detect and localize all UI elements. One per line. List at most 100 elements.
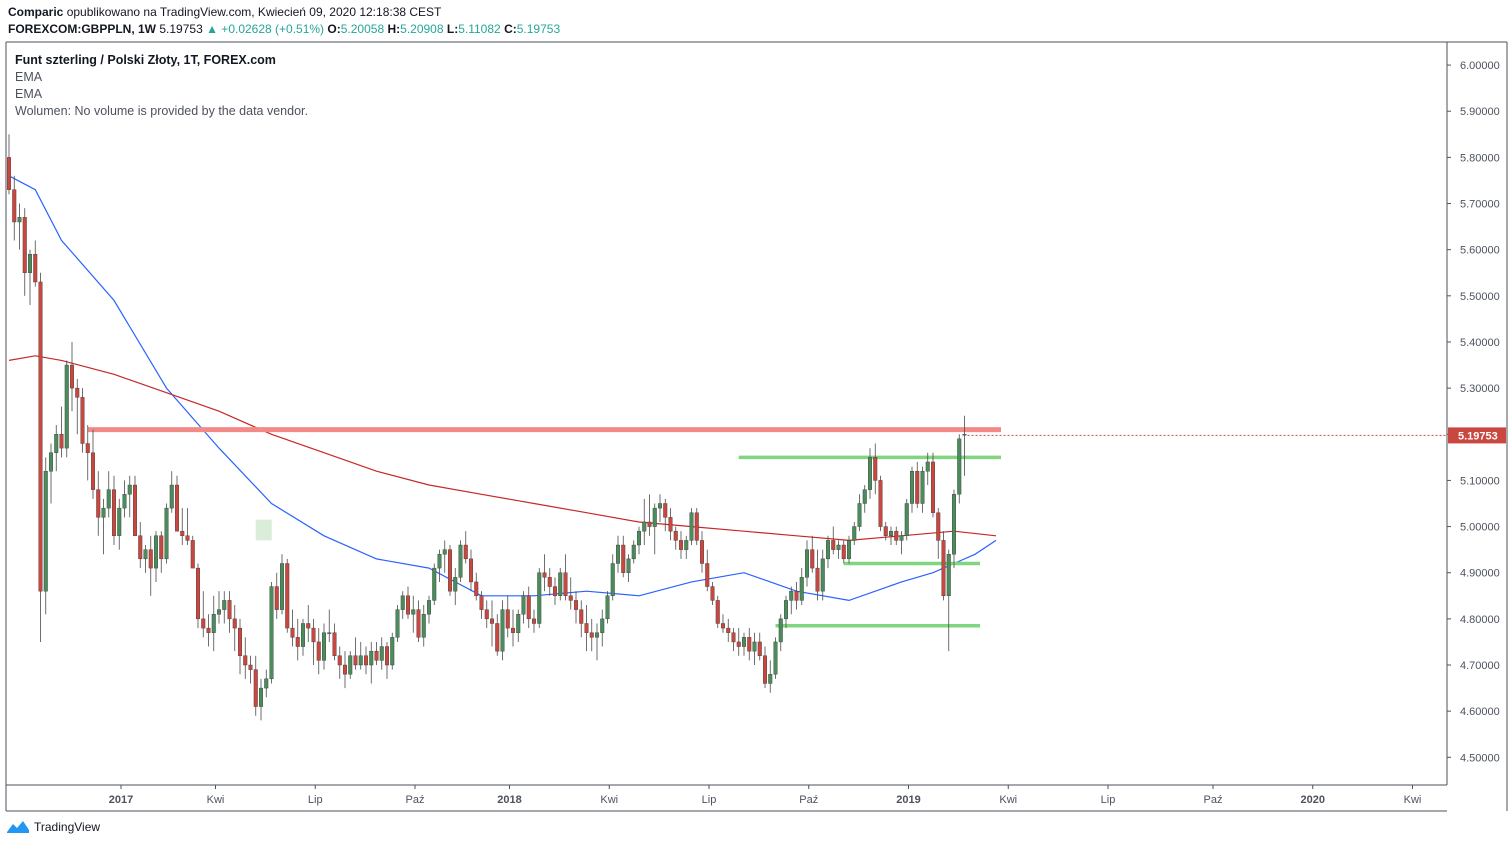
candle-body	[547, 577, 552, 587]
candle-body	[500, 609, 505, 652]
candle-body	[17, 217, 22, 223]
candle	[736, 628, 741, 656]
candle	[925, 452, 930, 486]
candle	[201, 591, 206, 638]
legend-ema-fast[interactable]: EMA	[15, 70, 43, 84]
candle	[306, 605, 311, 642]
candle-body	[962, 434, 967, 436]
candle-body	[794, 590, 799, 601]
candle	[159, 531, 164, 573]
candle-body	[101, 507, 106, 518]
candle	[122, 480, 127, 518]
candle	[127, 475, 132, 518]
candle	[248, 655, 253, 684]
candle-body	[584, 623, 589, 633]
candle-body	[185, 535, 190, 541]
time-tick-label: Kwi	[999, 794, 1017, 806]
candle	[647, 494, 652, 536]
candle	[679, 531, 684, 559]
price-tick-label: 5.30000	[1460, 383, 1500, 395]
candle	[43, 457, 48, 615]
candle-body	[878, 480, 883, 527]
candle	[495, 614, 500, 656]
candle-body	[616, 544, 621, 564]
candle-body	[343, 664, 348, 675]
candle-body	[337, 655, 342, 666]
candle	[532, 609, 537, 633]
candle-body	[28, 254, 33, 273]
candle	[180, 508, 185, 546]
candle-body	[122, 494, 127, 509]
candle-body	[306, 623, 311, 629]
legend-ema-slow[interactable]: EMA	[15, 87, 43, 101]
tradingview-brand[interactable]: TradingView	[6, 820, 100, 834]
candle-body	[784, 600, 789, 620]
candle	[957, 434, 962, 504]
candle	[873, 443, 878, 495]
candle	[264, 669, 269, 698]
candle-body	[59, 434, 64, 449]
last-price-tag-label: 5.19753	[1458, 430, 1498, 442]
candle	[285, 558, 290, 633]
candle	[138, 521, 143, 569]
candle	[164, 503, 169, 564]
candle	[437, 549, 442, 582]
candle-body	[542, 572, 547, 578]
candle	[600, 609, 605, 647]
legend-title[interactable]: Funt szterling / Polski Złoty, 1T, FOREX…	[15, 53, 276, 67]
candle-body	[49, 452, 54, 472]
candle	[421, 605, 426, 647]
candle	[474, 572, 479, 601]
candle	[658, 494, 663, 522]
candle-body	[69, 364, 74, 389]
candle	[117, 498, 122, 550]
candle-body	[222, 600, 227, 610]
candle-body	[38, 281, 43, 592]
candle-body	[54, 434, 59, 453]
candle-body	[358, 655, 363, 666]
candle-body	[537, 572, 542, 624]
candle	[505, 595, 510, 638]
candle	[227, 591, 232, 633]
candle	[621, 535, 626, 578]
candle	[174, 475, 179, 532]
candle	[59, 406, 64, 458]
price-tick-label: 4.90000	[1460, 568, 1500, 580]
candle	[274, 572, 279, 619]
price-tick-label: 4.80000	[1460, 614, 1500, 626]
price-tick-label: 5.00000	[1460, 522, 1500, 534]
candle-body	[421, 614, 426, 638]
candle-body	[836, 544, 841, 550]
candle-body	[931, 461, 936, 513]
candle-body	[442, 549, 447, 555]
candle	[54, 425, 59, 472]
candle-body	[915, 470, 920, 504]
author-name: Comparic	[8, 5, 64, 19]
candle	[374, 641, 379, 666]
legend-volume[interactable]: Wolumen: No volume is provided by the da…	[15, 104, 308, 118]
candle	[17, 203, 22, 250]
candle	[96, 471, 101, 536]
candle	[64, 360, 69, 458]
candle-body	[374, 650, 379, 661]
candle	[90, 429, 95, 499]
candle-body	[652, 507, 657, 527]
candle-body	[952, 494, 957, 555]
candle-body	[448, 549, 453, 592]
candle-body	[148, 549, 153, 569]
candle-body	[689, 512, 694, 541]
candle	[537, 568, 542, 629]
price-tick-label: 6.00000	[1460, 60, 1500, 72]
candle-body	[395, 609, 400, 638]
time-tick-label: Kwi	[1404, 794, 1422, 806]
candle-body	[216, 609, 221, 615]
candle-body	[111, 489, 116, 536]
candle-body	[311, 627, 316, 643]
price-change: ▲ +0.02628 (+0.51%)	[206, 22, 325, 36]
candle-body	[894, 530, 899, 541]
time-tick-label: Kwi	[207, 794, 225, 806]
price-tick-label: 5.70000	[1460, 199, 1500, 211]
candle-body	[957, 438, 962, 495]
candle-body	[568, 595, 573, 601]
